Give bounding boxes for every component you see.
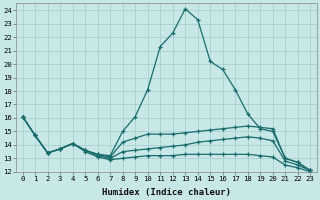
X-axis label: Humidex (Indice chaleur): Humidex (Indice chaleur)	[102, 188, 231, 197]
